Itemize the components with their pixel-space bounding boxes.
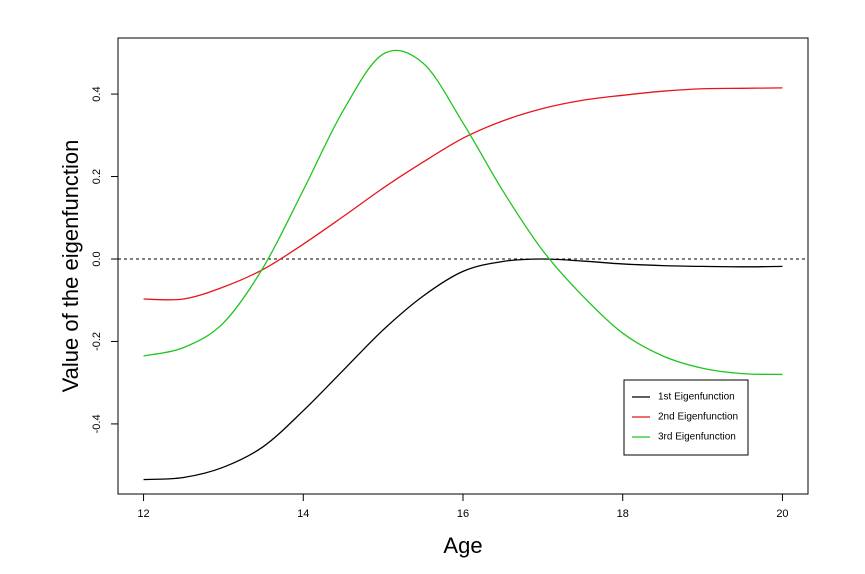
x-tick-label: 20 bbox=[776, 508, 788, 520]
y-tick-label: 0.4 bbox=[91, 86, 103, 101]
y-tick-label: -0.4 bbox=[91, 414, 103, 433]
x-tick-label: 16 bbox=[457, 508, 469, 520]
y-tick-label: 0.2 bbox=[91, 169, 103, 184]
series-line bbox=[143, 258, 783, 481]
series-line bbox=[143, 49, 783, 376]
x-tick-label: 12 bbox=[137, 508, 149, 520]
y-tick-label: 0.0 bbox=[91, 251, 103, 266]
x-tick-label: 14 bbox=[297, 508, 309, 520]
x-axis-title: Age bbox=[443, 533, 482, 558]
legend-label: 2nd Eigenfunction bbox=[658, 412, 738, 423]
legend-label: 3rd Eigenfunction bbox=[658, 432, 736, 443]
y-axis-title: Value of the eigenfunction bbox=[58, 140, 83, 393]
x-tick-label: 18 bbox=[617, 508, 629, 520]
y-tick-label: -0.2 bbox=[91, 332, 103, 351]
series-line bbox=[143, 87, 783, 301]
legend-label: 1st Eigenfunction bbox=[658, 392, 735, 403]
